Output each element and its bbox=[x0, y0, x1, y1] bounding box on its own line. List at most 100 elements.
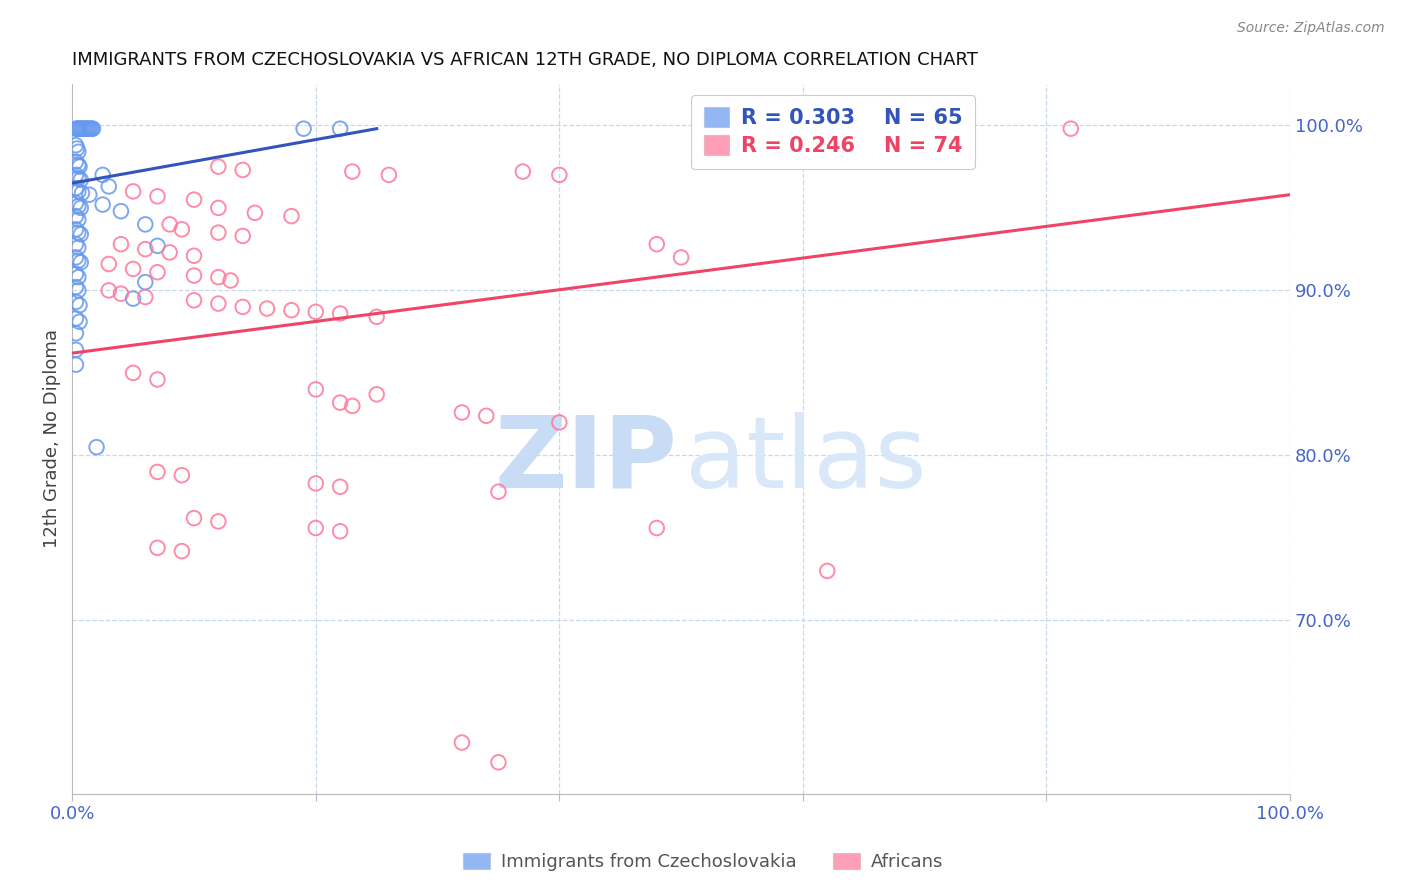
Point bbox=[134, 218, 156, 232]
Point bbox=[159, 245, 181, 260]
Point bbox=[342, 164, 364, 178]
Point bbox=[329, 480, 352, 494]
Y-axis label: 12th Grade, No Diploma: 12th Grade, No Diploma bbox=[44, 329, 60, 549]
Point bbox=[97, 284, 120, 298]
Point bbox=[110, 237, 132, 252]
Point bbox=[488, 484, 510, 499]
Point bbox=[65, 168, 87, 182]
Point bbox=[366, 387, 388, 401]
Point bbox=[65, 121, 87, 136]
Point bbox=[67, 145, 90, 159]
Point bbox=[645, 237, 668, 252]
Point bbox=[134, 242, 156, 256]
Point bbox=[70, 121, 93, 136]
Point bbox=[97, 257, 120, 271]
Point bbox=[134, 290, 156, 304]
Point bbox=[305, 476, 328, 491]
Point bbox=[77, 187, 100, 202]
Point bbox=[451, 405, 474, 419]
Point bbox=[207, 270, 229, 285]
Point bbox=[77, 121, 100, 136]
Point bbox=[815, 564, 838, 578]
Point bbox=[65, 196, 87, 211]
Point bbox=[80, 121, 103, 136]
Point bbox=[329, 306, 352, 320]
Point bbox=[66, 121, 89, 136]
Point bbox=[65, 154, 87, 169]
Point bbox=[86, 440, 108, 454]
Point bbox=[69, 160, 91, 174]
Point bbox=[65, 181, 87, 195]
Point bbox=[69, 173, 91, 187]
Point bbox=[65, 251, 87, 265]
Text: atlas: atlas bbox=[685, 412, 927, 508]
Point bbox=[146, 541, 169, 555]
Text: Source: ZipAtlas.com: Source: ZipAtlas.com bbox=[1237, 21, 1385, 35]
Point bbox=[67, 226, 90, 240]
Point bbox=[207, 201, 229, 215]
Point bbox=[183, 249, 205, 263]
Point bbox=[70, 186, 93, 200]
Point bbox=[67, 212, 90, 227]
Point bbox=[73, 121, 96, 136]
Point bbox=[329, 524, 352, 539]
Point bbox=[256, 301, 278, 316]
Point bbox=[67, 121, 90, 136]
Point bbox=[548, 416, 571, 430]
Point bbox=[69, 121, 91, 136]
Text: ZIP: ZIP bbox=[495, 412, 678, 508]
Point bbox=[183, 511, 205, 525]
Point bbox=[548, 168, 571, 182]
Legend: R = 0.303    N = 65, R = 0.246    N = 74: R = 0.303 N = 65, R = 0.246 N = 74 bbox=[690, 95, 976, 169]
Point bbox=[1060, 121, 1083, 136]
Point bbox=[122, 185, 145, 199]
Point bbox=[65, 209, 87, 223]
Point bbox=[512, 164, 534, 178]
Point bbox=[91, 168, 114, 182]
Point bbox=[69, 227, 91, 242]
Point bbox=[170, 468, 193, 483]
Point bbox=[69, 201, 91, 215]
Point bbox=[65, 343, 87, 357]
Point bbox=[146, 372, 169, 386]
Point bbox=[378, 168, 401, 182]
Point bbox=[342, 399, 364, 413]
Point bbox=[366, 310, 388, 324]
Point bbox=[65, 311, 87, 326]
Point bbox=[65, 294, 87, 309]
Point bbox=[280, 303, 302, 318]
Point bbox=[67, 253, 90, 268]
Point bbox=[669, 251, 692, 265]
Point bbox=[67, 240, 90, 254]
Point bbox=[77, 121, 100, 136]
Point bbox=[232, 229, 254, 244]
Point bbox=[207, 226, 229, 240]
Text: IMMIGRANTS FROM CZECHOSLOVAKIA VS AFRICAN 12TH GRADE, NO DIPLOMA CORRELATION CHA: IMMIGRANTS FROM CZECHOSLOVAKIA VS AFRICA… bbox=[72, 51, 979, 69]
Point bbox=[72, 121, 94, 136]
Point bbox=[79, 121, 101, 136]
Point bbox=[67, 158, 90, 172]
Point bbox=[305, 305, 328, 319]
Point bbox=[146, 189, 169, 203]
Point bbox=[146, 465, 169, 479]
Point bbox=[69, 255, 91, 269]
Point bbox=[232, 163, 254, 178]
Point bbox=[146, 239, 169, 253]
Point bbox=[65, 237, 87, 252]
Point bbox=[65, 138, 87, 153]
Point bbox=[475, 409, 498, 423]
Point bbox=[65, 326, 87, 341]
Point bbox=[219, 273, 242, 287]
Point bbox=[645, 521, 668, 535]
Point bbox=[65, 280, 87, 294]
Point bbox=[110, 204, 132, 219]
Point bbox=[207, 296, 229, 310]
Point bbox=[69, 298, 91, 312]
Point bbox=[67, 270, 90, 285]
Point bbox=[183, 193, 205, 207]
Point bbox=[75, 121, 97, 136]
Point bbox=[91, 197, 114, 211]
Point bbox=[67, 199, 90, 213]
Point bbox=[280, 209, 302, 223]
Point bbox=[65, 222, 87, 236]
